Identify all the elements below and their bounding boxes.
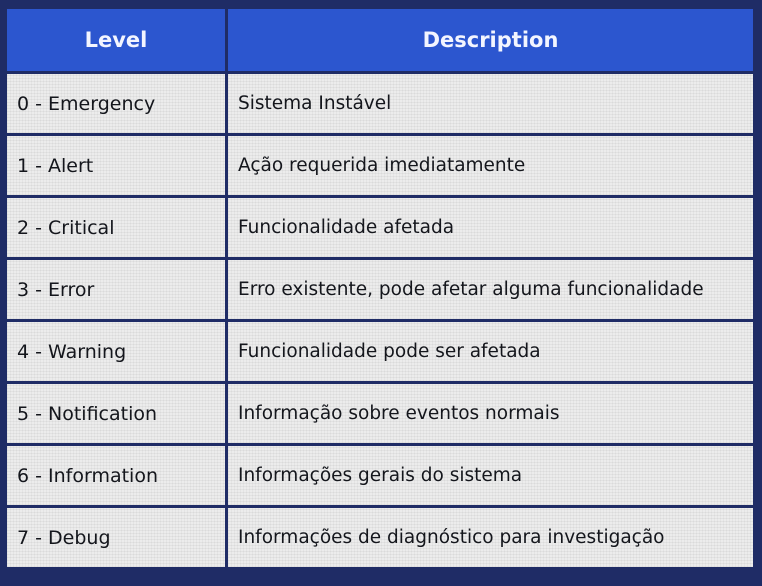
level-cell: 7 - Debug [7, 508, 225, 567]
table-row: 6 - Information Informações gerais do si… [7, 446, 753, 505]
table-row: 1 - Alert Ação requerida imediatamente [7, 136, 753, 195]
description-cell: Informação sobre eventos normais [228, 384, 753, 443]
table-header-row: Level Description [7, 9, 753, 71]
level-cell: 3 - Error [7, 260, 225, 319]
description-cell: Sistema Instável [228, 74, 753, 133]
description-cell: Ação requerida imediatamente [228, 136, 753, 195]
level-cell: 0 - Emergency [7, 74, 225, 133]
level-cell: 4 - Warning [7, 322, 225, 381]
level-cell: 1 - Alert [7, 136, 225, 195]
table-row: 4 - Warning Funcionalidade pode ser afet… [7, 322, 753, 381]
log-levels-table: Level Description 0 - Emergency Sistema … [4, 6, 756, 570]
description-cell: Erro existente, pode afetar alguma funci… [228, 260, 753, 319]
table-row: 2 - Critical Funcionalidade afetada [7, 198, 753, 257]
table-row: 7 - Debug Informações de diagnóstico par… [7, 508, 753, 567]
header-level: Level [7, 9, 225, 71]
header-description: Description [228, 9, 753, 71]
description-cell: Funcionalidade pode ser afetada [228, 322, 753, 381]
table-row: 0 - Emergency Sistema Instável [7, 74, 753, 133]
level-cell: 5 - Notification [7, 384, 225, 443]
level-cell: 6 - Information [7, 446, 225, 505]
level-cell: 2 - Critical [7, 198, 225, 257]
description-cell: Informações gerais do sistema [228, 446, 753, 505]
description-cell: Informações de diagnóstico para investig… [228, 508, 753, 567]
description-cell: Funcionalidade afetada [228, 198, 753, 257]
table-row: 5 - Notification Informação sobre evento… [7, 384, 753, 443]
table-row: 3 - Error Erro existente, pode afetar al… [7, 260, 753, 319]
